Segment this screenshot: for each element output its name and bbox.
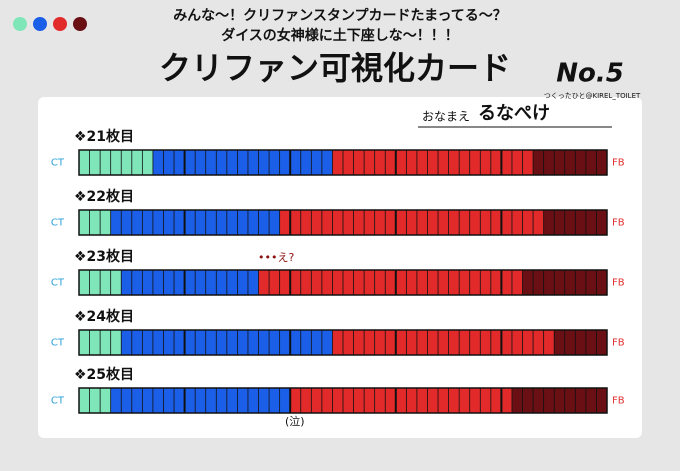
segment [279, 210, 544, 235]
end-label: CT [51, 218, 65, 229]
header-line: ダイスの女神様に土下座しな〜！！！ [221, 27, 459, 44]
segment [554, 330, 607, 355]
bar-frame [78, 387, 608, 414]
row-label: ❖24枚目 [74, 308, 134, 325]
credit: つくったひと@KIREL_TOILET [544, 92, 641, 100]
end-label: FB [612, 396, 625, 407]
card [38, 97, 642, 438]
color-dot [53, 17, 67, 31]
name-label: おなまえ [422, 110, 470, 124]
segment [258, 270, 523, 295]
end-label: CT [51, 396, 65, 407]
segment [533, 150, 607, 175]
row-label: ❖22枚目 [74, 188, 134, 205]
segment [332, 330, 555, 355]
segment [79, 210, 111, 235]
segment [152, 150, 333, 175]
row-label: ❖25枚目 [74, 366, 134, 383]
name-value: るなぺけ [478, 103, 550, 124]
bar-frame [78, 209, 608, 236]
header-line: みんな〜！クリファンスタンプカードたまってる〜？ [173, 8, 507, 24]
end-label: CT [51, 338, 65, 349]
segment [121, 270, 259, 295]
bar-frame [78, 269, 608, 296]
end-label: FB [612, 158, 625, 169]
end-label: FB [612, 278, 625, 289]
end-label: CT [51, 158, 65, 169]
bar-frame [78, 329, 608, 356]
end-label: CT [51, 278, 65, 289]
color-dot [33, 17, 47, 31]
row-label: ❖23枚目 [74, 248, 134, 265]
annotation: (泣) [285, 414, 305, 428]
color-dot [13, 17, 27, 31]
bar-frame [78, 149, 608, 176]
segment [110, 388, 291, 413]
color-dot [73, 17, 87, 31]
card-number: No.5 [556, 59, 624, 89]
segment [332, 150, 534, 175]
row-label: ❖21枚目 [74, 128, 134, 145]
end-label: FB [612, 218, 625, 229]
segment [79, 388, 111, 413]
annotation: •••え? [258, 251, 294, 264]
segment [511, 388, 607, 413]
title: クリファン可視化カード [159, 49, 511, 87]
segment [79, 150, 153, 175]
segment [290, 388, 512, 413]
end-label: FB [612, 338, 625, 349]
